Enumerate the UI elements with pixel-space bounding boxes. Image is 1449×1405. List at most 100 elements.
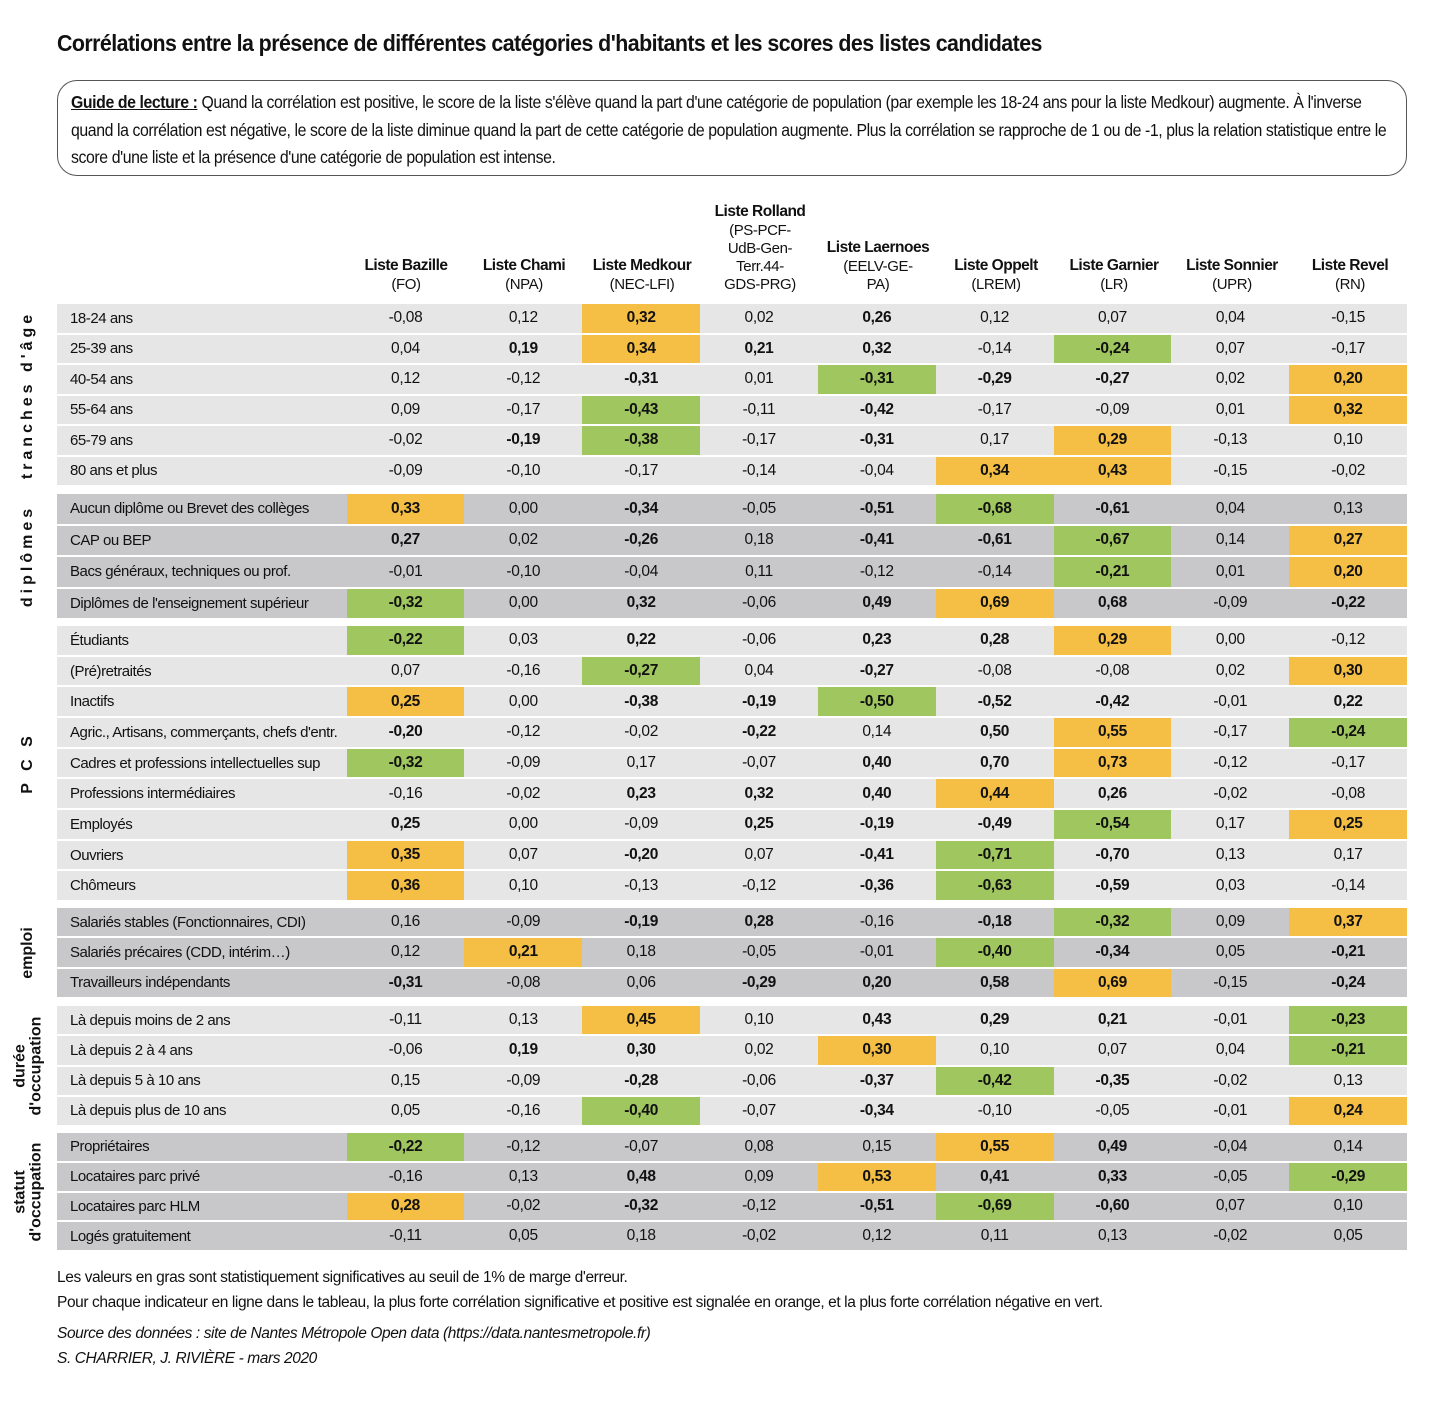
value-cell: 0,13 [1333, 499, 1363, 517]
row-label: Salariés stables (Fonctionnaires, CDI) [70, 913, 306, 931]
value-cell: 0,05 [391, 1101, 420, 1119]
value-cell: -0,26 [624, 531, 659, 549]
row-label: Employés [70, 815, 133, 833]
row-label: Travailleurs indépendants [70, 974, 230, 992]
value-cell: 0,26 [1097, 784, 1127, 802]
value-cell: -0,04 [1213, 1137, 1248, 1155]
group-title: diplômes [0, 494, 56, 618]
row-label: Chômeurs [70, 877, 136, 895]
value-cell: 0,70 [980, 754, 1010, 772]
column-name: Liste Rolland [714, 203, 806, 220]
value-cell: -0,11 [742, 400, 776, 418]
credit-note: S. CHARRIER, J. RIVIÈRE - mars 2020 [57, 1350, 317, 1367]
value-cell: 0,28 [346, 1192, 465, 1221]
value-cell: -0,69 [935, 1192, 1054, 1221]
value-cell: -0,09 [1095, 400, 1130, 418]
value-cell: -0,41 [859, 531, 894, 549]
value-cell: 0,19 [508, 1041, 538, 1059]
value-cell: -0,42 [859, 400, 894, 418]
value-cell: -0,18 [977, 913, 1012, 931]
row-label: (Pré)retraités [70, 662, 152, 680]
value-cell: -0,22 [742, 723, 776, 741]
value-cell: -0,29 [1289, 1162, 1408, 1191]
value-cell: -0,24 [1053, 334, 1172, 363]
row-group: 18-24 ans -0,08 0,12 0,32 0,02 0,26 0,12 0,07 0,… [57, 304, 1408, 485]
value-cell: -0,16 [388, 1167, 423, 1185]
table-row: 80 ans et plus -0,09 -0,10 -0,17 -0,14 -0,04 0… [57, 456, 1407, 485]
table-row: Propriétaires -0,22 -0,12 -0,07 0,08 0,15 0,55… [57, 1133, 1407, 1163]
column-name: Liste Laernoes [826, 239, 930, 256]
value-cell: -0,02 [1213, 1227, 1248, 1245]
value-cell: -0,02 [506, 784, 541, 802]
value-cell: 0,25 [346, 687, 465, 717]
value-cell: -0,21 [1331, 943, 1366, 961]
value-cell: -0,31 [624, 370, 659, 388]
column-header: Liste Chami (NPA) [465, 190, 583, 294]
table-row: Cadres et professions intellectuelles su… [57, 748, 1407, 780]
value-cell: -0,27 [582, 656, 701, 686]
row-label: 55-64 ans [70, 401, 133, 419]
table-row: Travailleurs indépendants -0,31 -0,08 0,06 -… [57, 968, 1407, 997]
value-cell: -0,09 [506, 754, 541, 772]
value-cell: -0,15 [1213, 973, 1248, 991]
value-cell: 0,18 [744, 531, 774, 549]
column-name: Liste Sonnier [1186, 257, 1278, 274]
color-note: Pour chaque indicateur en ligne dans le … [57, 1294, 1103, 1311]
value-cell: -0,17 [1213, 723, 1248, 741]
value-cell: 0,68 [1097, 594, 1127, 612]
value-cell: 0,48 [626, 1167, 656, 1185]
value-cell: 0,09 [1215, 913, 1245, 931]
value-cell: 0,30 [1289, 656, 1408, 686]
row-label: Inactifs [70, 693, 114, 711]
value-cell: -0,09 [624, 815, 659, 833]
value-cell: 0,05 [1333, 1227, 1363, 1245]
column-party: (UPR) [1212, 276, 1252, 293]
value-cell: -0,09 [506, 1071, 541, 1089]
value-cell: -0,10 [506, 562, 541, 580]
table-row: Là depuis plus de 10 ans 0,05 -0,16 -0,40 -0… [57, 1096, 1408, 1125]
value-cell: 0,49 [1097, 1137, 1127, 1155]
column-party: (LREM) [971, 276, 1021, 293]
value-cell: 0,73 [1053, 748, 1172, 778]
value-cell: 0,17 [1215, 815, 1245, 833]
group-title-text: P C S [19, 732, 36, 794]
value-cell: -0,17 [1331, 339, 1366, 357]
value-cell: -0,11 [389, 1227, 422, 1245]
value-cell: 0,43 [1053, 456, 1172, 485]
value-cell: 0,12 [508, 309, 538, 327]
row-label: 40-54 ans [70, 370, 133, 388]
value-cell: -0,22 [346, 626, 465, 655]
value-cell: -0,71 [935, 840, 1054, 870]
value-cell: -0,43 [582, 395, 701, 424]
value-cell: 0,13 [508, 1011, 538, 1029]
value-cell: 0,11 [980, 1227, 1009, 1245]
group-title-text: emploi [19, 926, 36, 979]
value-cell: 0,01 [744, 370, 774, 388]
value-cell: -0,01 [388, 562, 423, 580]
value-cell: 0,07 [508, 846, 538, 864]
value-cell: -0,29 [742, 973, 776, 991]
value-cell: 0,27 [391, 531, 420, 549]
value-cell: 0,06 [626, 973, 656, 991]
column-party: (NEC-LFI) [609, 276, 675, 293]
value-cell: -0,36 [859, 876, 894, 894]
bold-note: Les valeurs en gras sont statistiquement… [57, 1269, 628, 1286]
value-cell: 0,10 [980, 1041, 1010, 1059]
row-group: Aucun diplôme ou Brevet des collèges 0,33… [57, 494, 1408, 618]
column-header: Liste Oppelt (LREM) [937, 190, 1055, 294]
group-title: durée d'occupation [0, 1006, 56, 1125]
value-cell: 0,20 [1289, 557, 1408, 587]
value-cell: 0,12 [391, 370, 420, 388]
value-cell: 0,07 [391, 662, 420, 679]
value-cell: -0,22 [346, 1133, 465, 1161]
value-cell: -0,02 [1331, 461, 1366, 479]
value-cell: 0,32 [1289, 395, 1408, 424]
column-name: Liste Oppelt [954, 257, 1038, 274]
value-cell: 0,03 [1215, 876, 1245, 894]
value-cell: -0,09 [1213, 594, 1248, 612]
value-cell: -0,27 [859, 662, 894, 679]
table-row: Étudiants -0,22 0,03 0,22 -0,06 0,23 0,28 0,29 0… [57, 626, 1407, 657]
value-cell: 0,28 [980, 631, 1010, 649]
value-cell: 0,02 [744, 309, 774, 327]
value-cell: -0,02 [506, 1197, 541, 1215]
